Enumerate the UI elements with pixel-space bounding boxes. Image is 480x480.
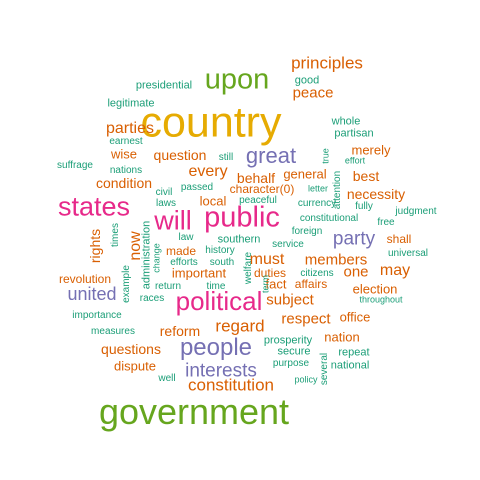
word-races: races: [139, 293, 165, 304]
word-may: may: [379, 262, 411, 279]
word-respect: respect: [281, 310, 331, 328]
word-members: members: [304, 251, 368, 269]
word-fact: fact: [265, 276, 287, 292]
word-parties: parties: [105, 120, 155, 137]
word-return: return: [154, 281, 182, 292]
word-regard: regard: [215, 316, 265, 336]
word-principles: principles: [291, 53, 363, 73]
word-constitution: constitution: [188, 375, 274, 395]
word-one: one: [343, 263, 369, 281]
word-civil: civil: [155, 187, 173, 198]
word-still: still: [218, 152, 234, 163]
word-foreign: foreign: [291, 226, 323, 237]
word-policy: policy: [294, 374, 318, 385]
word-nation: nation: [324, 329, 360, 345]
word-universal: universal: [387, 248, 429, 259]
word-true: true: [320, 148, 331, 164]
word-people: people: [179, 334, 253, 361]
word-measures: measures: [91, 326, 135, 337]
word-suffrage: suffrage: [57, 160, 93, 171]
word-legitimate: legitimate: [107, 97, 155, 110]
word-office: office: [339, 309, 371, 325]
word-public: public: [204, 201, 280, 234]
word-national: national: [330, 359, 370, 372]
word-repeat: repeat: [338, 346, 370, 359]
word-laws: laws: [155, 198, 177, 209]
word-government: government: [98, 391, 290, 432]
word-currency: currency: [297, 198, 337, 209]
word-times: times: [110, 223, 121, 247]
word-whole: whole: [331, 115, 361, 128]
word-effort: effort: [344, 155, 366, 166]
word-dispute: dispute: [114, 358, 156, 374]
word-must: must: [249, 251, 285, 268]
word-made: made: [165, 244, 197, 258]
word-duties: duties: [253, 266, 287, 280]
word-well: well: [158, 373, 176, 384]
word-time: time: [206, 281, 226, 292]
word-earnest: earnest: [109, 136, 143, 147]
word-character-0: character(0): [229, 182, 295, 196]
word-great: great: [245, 143, 297, 168]
word-questions: questions: [101, 341, 161, 357]
word-united: united: [67, 284, 117, 304]
word-south: south: [209, 257, 235, 268]
word-attention: attention: [332, 170, 343, 210]
word-change: change: [151, 243, 162, 273]
word-will: will: [154, 205, 192, 236]
word-judgment: judgment: [395, 206, 437, 217]
word-necessity: necessity: [346, 186, 406, 202]
word-party: party: [332, 228, 376, 250]
word-service: service: [272, 239, 304, 250]
word-history: history: [205, 245, 235, 256]
word-country: country: [140, 98, 282, 147]
word-important: important: [171, 265, 227, 281]
word-letter: letter: [307, 183, 329, 194]
word-prosperity: prosperity: [263, 334, 313, 347]
word-efforts: efforts: [170, 257, 198, 268]
word-rights: rights: [87, 228, 103, 264]
word-passed: passed: [180, 182, 214, 193]
word-importance: importance: [72, 310, 122, 321]
word-subject: subject: [266, 291, 314, 309]
word-peace: peace: [292, 84, 334, 102]
word-merely: merely: [351, 142, 391, 158]
word-shall: shall: [386, 232, 412, 246]
word-best: best: [352, 168, 380, 184]
word-citizens: citizens: [300, 268, 334, 279]
word-political: political: [175, 286, 263, 316]
word-law: law: [178, 232, 194, 243]
word-partisan: partisan: [334, 127, 374, 140]
word-wise: wise: [110, 146, 138, 162]
word-general: general: [283, 166, 327, 182]
word-every: every: [188, 163, 228, 180]
word-question: question: [153, 147, 207, 163]
word-revolution: revolution: [58, 272, 112, 286]
word-upon: upon: [204, 63, 270, 96]
word-term: term: [260, 275, 271, 293]
word-free: free: [377, 217, 395, 228]
word-several: several: [319, 352, 330, 386]
word-constitutional: constitutional: [299, 213, 359, 224]
word-welfare: welfare: [243, 251, 254, 285]
word-behalf: behalf: [236, 170, 276, 186]
word-election: election: [352, 281, 398, 297]
word-reform: reform: [159, 323, 201, 339]
word-example: example: [121, 265, 132, 303]
word-affairs: affairs: [294, 277, 328, 291]
word-throughout: throughout: [359, 294, 403, 305]
word-local: local: [199, 193, 227, 209]
word-condition: condition: [95, 175, 153, 191]
word-nations: nations: [109, 165, 143, 176]
word-secure: secure: [277, 345, 311, 358]
word-southern: southern: [217, 233, 261, 246]
word-fully: fully: [355, 201, 373, 212]
word-presidential: presidential: [135, 79, 193, 92]
word-good: good: [294, 74, 320, 87]
word-purpose: purpose: [272, 358, 310, 369]
word-states: states: [57, 191, 131, 222]
word-interests: interests: [185, 360, 257, 382]
word-peaceful: peaceful: [239, 195, 277, 206]
